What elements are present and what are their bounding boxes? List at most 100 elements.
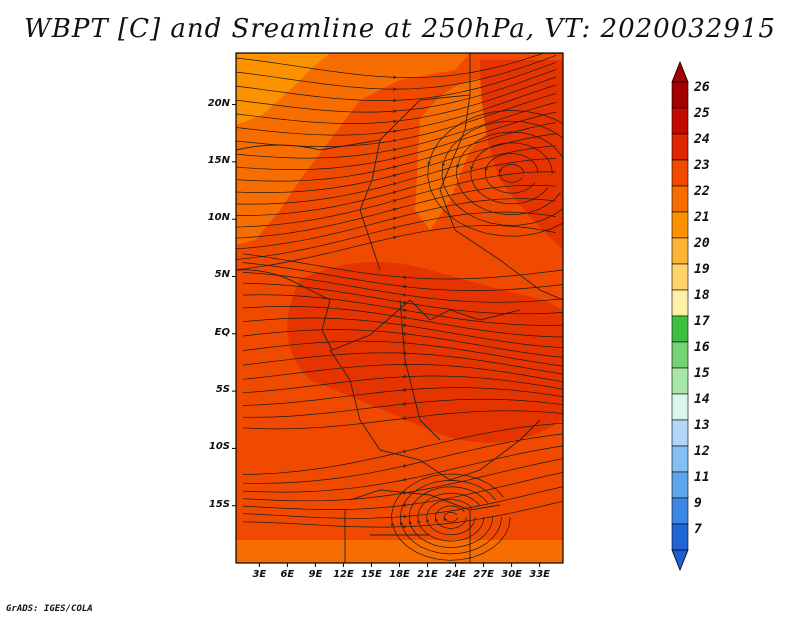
field-cool-south <box>236 540 563 563</box>
streamline-arrow <box>484 167 488 172</box>
colorbar-segment <box>671 523 689 551</box>
streamline <box>427 110 563 237</box>
colorbar-segment <box>671 159 689 187</box>
streamline-arrow <box>393 165 397 169</box>
streamline-arrow <box>402 293 406 297</box>
streamline-arrow <box>393 98 397 103</box>
streamline-arrow <box>402 402 406 406</box>
colorbar-label: 16 <box>694 340 710 355</box>
streamline-arrow <box>393 129 397 134</box>
colorbar-label: 20 <box>694 236 710 251</box>
colorbar-label: 12 <box>694 444 710 459</box>
streamline-arrow <box>393 235 397 240</box>
colorbar-label: 25 <box>694 106 710 121</box>
streamline-arrow <box>393 87 397 91</box>
colorbar-segment <box>671 419 689 447</box>
streamline-arrow <box>417 519 421 524</box>
lon-tick-label: 21E <box>417 569 438 580</box>
streamline-arrow <box>402 275 406 280</box>
lon-tick-label: 6E <box>280 569 295 580</box>
streamline-arrow <box>408 520 412 525</box>
streamline-arrow <box>402 514 406 519</box>
lat-tick-label: 15S <box>208 498 230 510</box>
streamline <box>426 499 476 536</box>
streamline-arrow <box>402 341 406 345</box>
colorbar-top-arrow <box>671 60 689 83</box>
streamline <box>484 153 539 194</box>
colorbar <box>671 60 689 572</box>
lon-tick-label: 24E <box>445 569 466 580</box>
colorbar-label: 21 <box>694 210 710 225</box>
colorbar-label: 17 <box>694 314 710 329</box>
lon-tick-label: 12E <box>333 569 354 580</box>
streamline <box>470 142 553 205</box>
lon-tick-label: 18E <box>389 569 410 580</box>
streamline-arrow <box>426 518 430 523</box>
lon-tick-label: 27E <box>473 569 494 580</box>
streamline-arrow <box>393 119 397 124</box>
streamline-arrow <box>393 148 397 152</box>
lon-tick-label: 30E <box>501 569 522 580</box>
streamline-arrow <box>402 491 406 495</box>
lat-tick-label: 5S <box>215 384 230 396</box>
streamline-arrow <box>498 169 503 173</box>
colorbar-segment <box>671 289 689 317</box>
credit-label: GrADS: IGES/COLA <box>6 604 93 614</box>
streamline-arrow <box>402 463 406 468</box>
colorbar-label: 9 <box>694 496 702 511</box>
streamline-arrow <box>443 517 447 521</box>
colorbar-segment <box>671 237 689 265</box>
streamline-arrow <box>402 374 406 379</box>
colorbar-label: 15 <box>694 366 710 381</box>
streamline <box>391 473 511 561</box>
field-cool-northwest-inner <box>236 53 330 125</box>
colorbar-label: 19 <box>694 262 710 277</box>
colorbar-segment <box>671 445 689 473</box>
colorbar-label: 13 <box>694 418 710 433</box>
streamline-arrow <box>402 449 406 453</box>
colorbar-label: 7 <box>694 522 702 537</box>
colorbar-segment <box>671 133 689 161</box>
streamline-arrow <box>402 388 406 392</box>
streamlines <box>236 53 563 561</box>
colorbar-label: 11 <box>694 470 710 485</box>
chart-title: WBPT [C] and Sreamline at 250hPa, VT: 20… <box>24 14 776 44</box>
streamline-arrow <box>393 75 397 80</box>
colorbar-segment <box>671 393 689 421</box>
colorbar-segment <box>671 185 689 213</box>
colorbar-segment <box>671 211 689 239</box>
field-cool-northeast <box>415 75 500 230</box>
lat-tick-label: 20N <box>207 97 230 109</box>
streamline-arrow <box>393 109 397 113</box>
streamline-arrow <box>399 521 404 526</box>
lat-tick-label: 10S <box>208 441 230 453</box>
streamline-arrow <box>391 522 395 527</box>
streamline-arrow <box>393 138 397 143</box>
streamline-arrow <box>470 166 474 170</box>
colorbar-label: 22 <box>694 184 710 199</box>
colorbar-label: 24 <box>694 132 710 147</box>
streamline <box>499 163 524 183</box>
streamline <box>435 505 467 529</box>
lon-tick-label: 9E <box>308 569 323 580</box>
field-warm-center <box>287 262 563 443</box>
streamline-arrow <box>402 524 406 529</box>
streamline-arrow <box>434 518 439 522</box>
lat-tick-label: 15N <box>207 154 230 166</box>
streamline-arrow <box>393 226 397 230</box>
streamline-arrow <box>393 207 397 212</box>
streamline-arrow <box>393 190 397 195</box>
streamline-arrow <box>402 477 406 482</box>
colorbar-segment <box>671 315 689 343</box>
streamline-arrow <box>456 164 460 169</box>
field-cool-northwest <box>236 53 470 245</box>
streamline-arrow <box>402 316 406 320</box>
streamline-arrow <box>393 216 397 221</box>
streamline-arrow <box>441 162 446 167</box>
lat-tick-label: EQ <box>214 326 230 338</box>
axis-ticks <box>232 104 541 567</box>
streamline <box>400 480 502 555</box>
country-borders <box>236 53 563 563</box>
lat-tick-label: 5N <box>214 269 230 281</box>
